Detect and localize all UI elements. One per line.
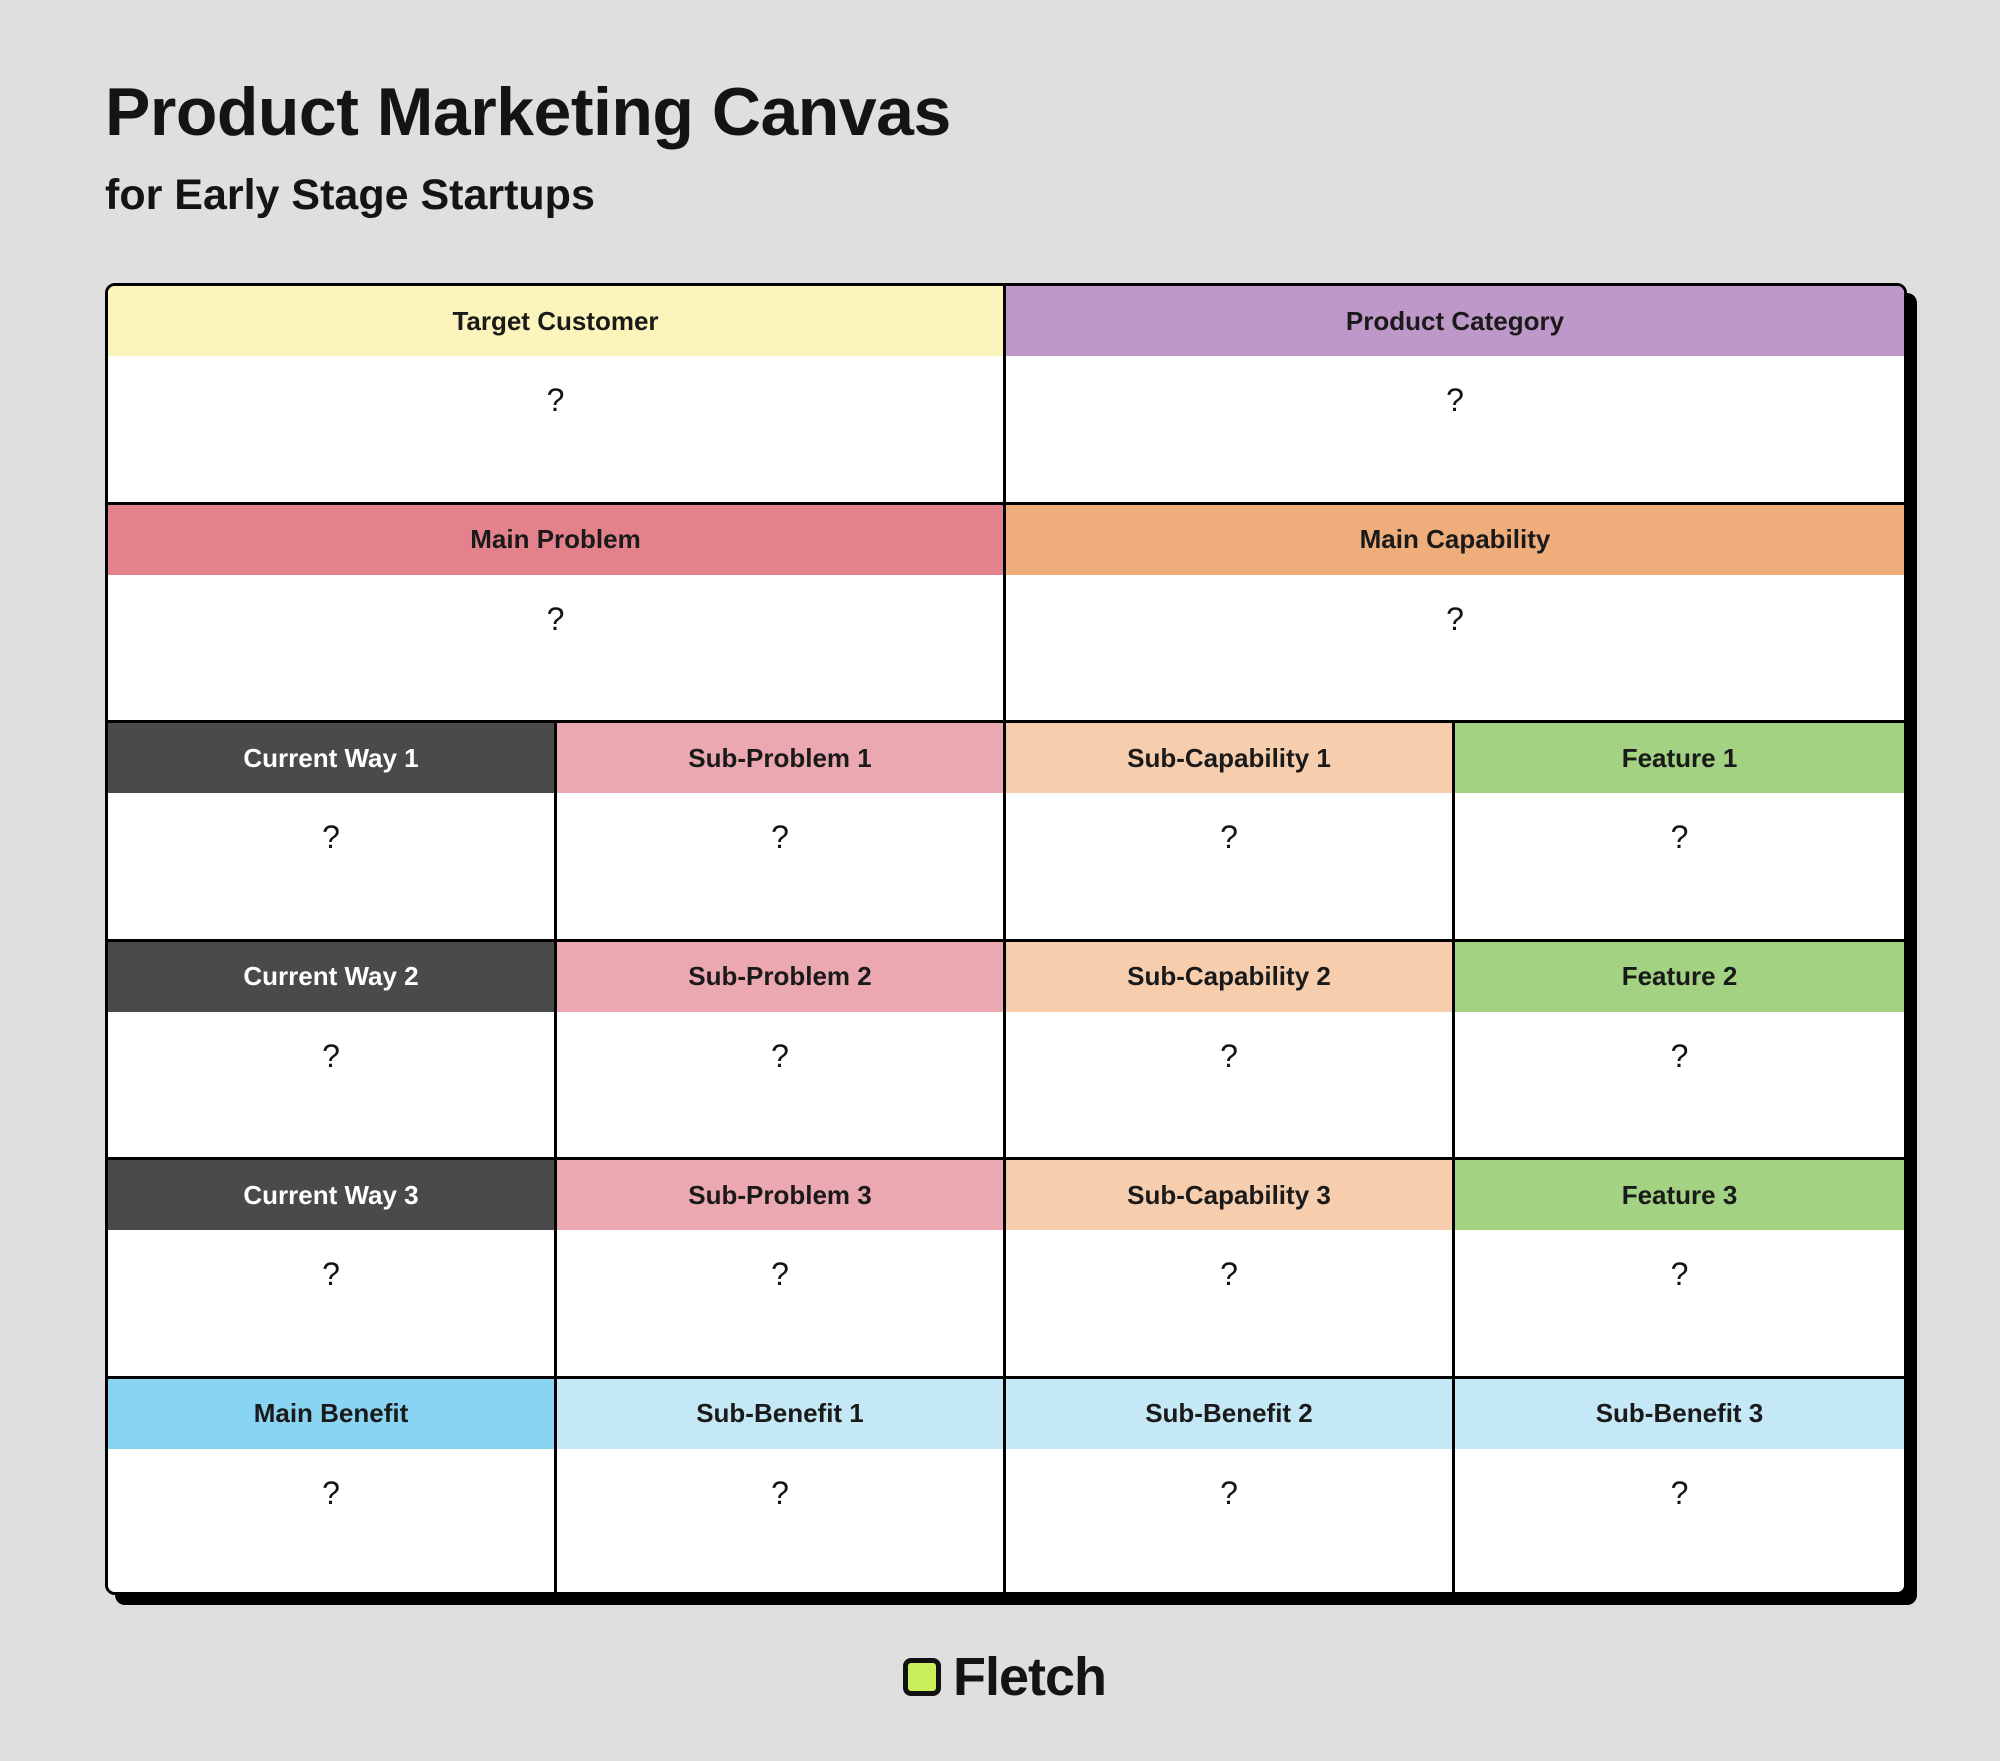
cell-current-way-2: Current Way 2? xyxy=(108,941,557,1160)
cell-header-sub-capability-2: Sub-Capability 2 xyxy=(1006,941,1452,1012)
cell-value-current-way-2[interactable]: ? xyxy=(322,1037,340,1074)
cell-main-capability: Main Capability? xyxy=(1006,504,1904,723)
cell-header-feature-2: Feature 2 xyxy=(1455,941,1904,1012)
cell-sub-benefit-3: Sub-Benefit 3? xyxy=(1455,1378,1904,1592)
cell-value-sub-problem-3[interactable]: ? xyxy=(771,1256,789,1292)
cell-value-main-problem[interactable]: ? xyxy=(546,600,565,637)
cell-sub-capability-2: Sub-Capability 2? xyxy=(1006,941,1455,1160)
cell-header-sub-problem-1: Sub-Problem 1 xyxy=(557,723,1003,793)
cell-main-benefit: Main Benefit? xyxy=(108,1378,557,1592)
cell-value-sub-problem-2[interactable]: ? xyxy=(771,1037,789,1074)
cell-sub-problem-2: Sub-Problem 2? xyxy=(557,941,1006,1160)
cell-header-sub-problem-2: Sub-Problem 2 xyxy=(557,941,1003,1012)
cell-header-current-way-1: Current Way 1 xyxy=(108,723,554,793)
cell-value-target-customer[interactable]: ? xyxy=(546,382,565,418)
cell-header-sub-benefit-1: Sub-Benefit 1 xyxy=(557,1378,1003,1449)
cell-value-sub-problem-1[interactable]: ? xyxy=(771,819,789,855)
cell-value-product-category[interactable]: ? xyxy=(1446,382,1464,418)
cell-header-main-capability: Main Capability xyxy=(1006,504,1904,575)
cell-value-feature-2[interactable]: ? xyxy=(1670,1037,1689,1074)
cell-header-main-problem: Main Problem xyxy=(108,504,1003,575)
cell-header-product-category: Product Category xyxy=(1006,286,1904,356)
logo-text: Fletch xyxy=(953,1647,1107,1707)
cell-main-problem: Main Problem? xyxy=(108,504,1006,723)
cell-header-sub-capability-3: Sub-Capability 3 xyxy=(1006,1160,1452,1230)
marketing-canvas: Target Customer? Product Category? Main Pr… xyxy=(105,283,1907,1595)
cell-header-feature-1: Feature 1 xyxy=(1455,723,1904,793)
cell-header-current-way-2: Current Way 2 xyxy=(108,941,554,1012)
cell-value-sub-capability-2[interactable]: ? xyxy=(1220,1037,1238,1074)
cell-header-sub-problem-3: Sub-Problem 3 xyxy=(557,1160,1003,1230)
cell-current-way-3: Current Way 3? xyxy=(108,1160,557,1379)
cell-sub-problem-1: Sub-Problem 1? xyxy=(557,723,1006,942)
cell-value-current-way-3[interactable]: ? xyxy=(322,1256,340,1292)
cell-value-feature-1[interactable]: ? xyxy=(1670,819,1689,855)
cell-value-feature-3[interactable]: ? xyxy=(1670,1256,1689,1292)
cell-header-main-benefit: Main Benefit xyxy=(108,1378,554,1449)
cell-sub-benefit-1: Sub-Benefit 1? xyxy=(557,1378,1006,1592)
cell-header-sub-capability-1: Sub-Capability 1 xyxy=(1006,723,1452,793)
square-logo-icon xyxy=(903,1658,941,1696)
fletch-logo: Fletch xyxy=(903,1647,1107,1707)
cell-feature-2: Feature 2? xyxy=(1455,941,1904,1160)
cell-feature-1: Feature 1? xyxy=(1455,723,1904,942)
cell-value-sub-capability-1[interactable]: ? xyxy=(1220,819,1238,855)
cell-header-sub-benefit-3: Sub-Benefit 3 xyxy=(1455,1378,1904,1449)
cell-value-current-way-1[interactable]: ? xyxy=(322,819,340,855)
cell-sub-capability-1: Sub-Capability 1? xyxy=(1006,723,1455,942)
cell-product-category: Product Category? xyxy=(1006,286,1904,505)
cell-header-feature-3: Feature 3 xyxy=(1455,1160,1904,1230)
page-subtitle: for Early Stage Startups xyxy=(105,171,595,219)
cell-sub-capability-3: Sub-Capability 3? xyxy=(1006,1160,1455,1379)
cell-value-sub-benefit-1[interactable]: ? xyxy=(771,1474,789,1511)
cell-value-main-capability[interactable]: ? xyxy=(1446,600,1464,637)
cell-value-sub-benefit-2[interactable]: ? xyxy=(1220,1474,1238,1511)
cell-header-target-customer: Target Customer xyxy=(108,286,1003,356)
page-title: Product Marketing Canvas xyxy=(105,74,951,150)
cell-target-customer: Target Customer? xyxy=(108,286,1006,505)
cell-current-way-1: Current Way 1? xyxy=(108,723,557,942)
cell-value-sub-benefit-3[interactable]: ? xyxy=(1670,1474,1689,1511)
cell-value-main-benefit[interactable]: ? xyxy=(322,1474,340,1511)
cell-sub-problem-3: Sub-Problem 3? xyxy=(557,1160,1006,1379)
cell-feature-3: Feature 3? xyxy=(1455,1160,1904,1379)
cell-sub-benefit-2: Sub-Benefit 2? xyxy=(1006,1378,1455,1592)
cell-header-sub-benefit-2: Sub-Benefit 2 xyxy=(1006,1378,1452,1449)
cell-header-current-way-3: Current Way 3 xyxy=(108,1160,554,1230)
cell-value-sub-capability-3[interactable]: ? xyxy=(1220,1256,1238,1292)
